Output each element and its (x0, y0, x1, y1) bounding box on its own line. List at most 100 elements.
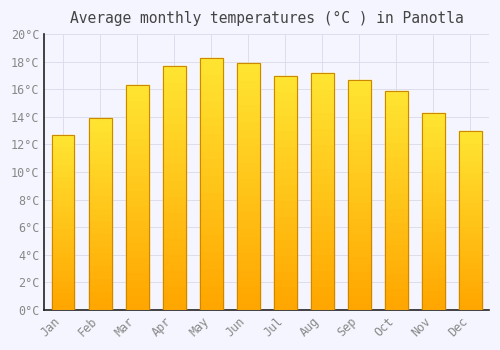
Bar (422, 303, 445, 310)
Bar (162, 147, 186, 155)
Bar (274, 76, 296, 310)
Bar (385, 208, 408, 215)
Bar (236, 104, 260, 112)
Bar (126, 228, 148, 235)
Bar (52, 240, 74, 246)
Bar (311, 199, 334, 207)
Bar (236, 63, 260, 71)
Bar (274, 146, 296, 154)
Bar (274, 255, 296, 263)
Bar (348, 248, 370, 256)
Bar (422, 218, 445, 224)
Bar (274, 279, 296, 286)
Bar (459, 298, 482, 304)
Bar (311, 168, 334, 175)
Bar (274, 224, 296, 232)
Bar (162, 82, 186, 90)
Bar (162, 237, 186, 245)
Bar (422, 113, 445, 119)
Bar (88, 220, 112, 227)
Bar (88, 259, 112, 265)
Bar (422, 119, 445, 126)
Bar (162, 302, 186, 310)
Bar (162, 123, 186, 131)
Bar (236, 228, 260, 236)
Bar (422, 113, 445, 310)
Bar (459, 173, 482, 179)
Bar (200, 226, 222, 234)
Bar (459, 280, 482, 286)
Bar (162, 261, 186, 269)
Bar (274, 232, 296, 239)
Bar (459, 136, 482, 142)
Bar (200, 159, 222, 167)
Bar (126, 242, 148, 250)
Bar (348, 149, 370, 156)
Bar (274, 114, 296, 122)
Bar (162, 98, 186, 106)
Bar (311, 191, 334, 199)
Bar (162, 74, 186, 82)
Bar (385, 113, 408, 120)
Bar (126, 220, 148, 228)
Bar (311, 246, 334, 254)
Bar (236, 129, 260, 137)
Bar (422, 290, 445, 296)
Bar (126, 168, 148, 175)
Bar (52, 176, 74, 181)
Bar (162, 172, 186, 180)
Bar (348, 80, 370, 88)
Bar (348, 279, 370, 287)
Bar (385, 200, 408, 208)
Bar (459, 250, 482, 256)
Bar (422, 270, 445, 277)
Bar (311, 128, 334, 136)
Bar (385, 222, 408, 229)
Bar (348, 233, 370, 241)
Bar (348, 264, 370, 271)
Bar (311, 239, 334, 246)
Bar (200, 301, 222, 310)
Bar (126, 302, 148, 310)
Bar (162, 180, 186, 188)
Bar (422, 264, 445, 270)
Bar (422, 231, 445, 238)
Bar (311, 73, 334, 310)
Bar (311, 152, 334, 160)
Bar (236, 187, 260, 195)
Bar (274, 99, 296, 107)
Bar (274, 177, 296, 185)
Bar (126, 280, 148, 287)
Bar (52, 257, 74, 263)
Bar (162, 188, 186, 196)
Bar (385, 280, 408, 288)
Bar (126, 85, 148, 310)
Bar (459, 184, 482, 190)
Bar (236, 285, 260, 293)
Bar (88, 118, 112, 125)
Bar (385, 237, 408, 244)
Bar (422, 165, 445, 172)
Bar (236, 121, 260, 129)
Bar (162, 285, 186, 293)
Bar (52, 263, 74, 269)
Bar (162, 115, 186, 123)
Bar (200, 58, 222, 310)
Bar (311, 262, 334, 270)
Bar (459, 148, 482, 155)
Bar (126, 182, 148, 190)
Bar (126, 122, 148, 130)
Bar (422, 172, 445, 178)
Bar (422, 198, 445, 205)
Bar (274, 91, 296, 99)
Bar (348, 302, 370, 310)
Bar (52, 251, 74, 257)
Bar (88, 227, 112, 233)
Bar (385, 273, 408, 280)
Bar (52, 216, 74, 222)
Bar (236, 277, 260, 285)
Bar (459, 178, 482, 184)
Bar (236, 112, 260, 121)
Bar (126, 257, 148, 265)
Bar (274, 122, 296, 130)
